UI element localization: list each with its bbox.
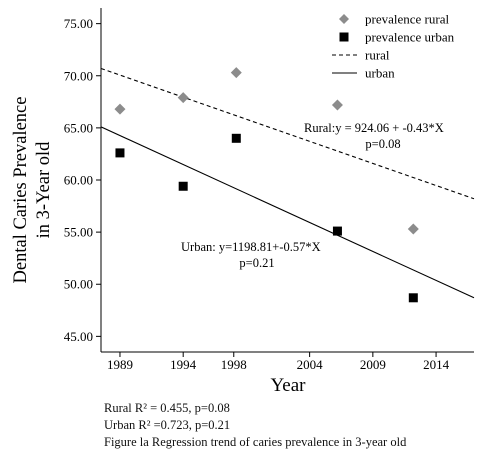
rural-regression-line (100, 67, 475, 200)
y-axis-label-line1: Dental Caries Prevalence (11, 97, 31, 284)
annotations: Rural:y = 924.06 + -0.43*X p=0.08 Urban: y… (181, 121, 444, 270)
urban-data-point (408, 293, 418, 303)
legend-marker-diamond (339, 14, 349, 24)
y-tick-label: 45.00 (64, 329, 93, 344)
y-tick-label: 60.00 (64, 173, 93, 188)
urban-regression-line (100, 126, 475, 299)
regression-equation-text: p=0.21 (239, 256, 274, 270)
rural-data-point (331, 99, 343, 111)
caption-rural-r2: Rural R² = 0.455, p=0.08 (104, 401, 230, 415)
x-tick-label: 2004 (297, 357, 324, 372)
x-tick-label: 1998 (221, 357, 247, 372)
x-tick-label: 1994 (170, 357, 197, 372)
rural-data-point (114, 103, 126, 115)
y-tick-label: 50.00 (64, 277, 93, 292)
regression-chart: 45.00 50.00 55.00 60.00 65.00 70.00 75.00 1989… (11, 8, 475, 396)
regression-lines (100, 67, 475, 299)
rural-data-point (407, 223, 419, 235)
legend-marker-square (339, 32, 349, 42)
urban-data-point (332, 226, 342, 236)
x-axis-label: Year (270, 375, 306, 396)
x-tick-label: 1989 (107, 357, 133, 372)
legend-label: prevalence urban (365, 30, 455, 45)
plot-axes (100, 8, 474, 353)
x-tick-label: 2014 (423, 357, 450, 372)
y-tick-label: 65.00 (64, 120, 93, 135)
urban-data-point (178, 181, 188, 191)
regression-equation-text: p=0.08 (365, 137, 400, 151)
data-points (114, 67, 419, 303)
rural-data-point (177, 92, 189, 104)
legend: prevalence rural prevalence urban rural urb… (332, 12, 455, 81)
x-tick-label: 2009 (360, 357, 386, 372)
legend-label: prevalence rural (365, 12, 449, 27)
regression-equation-text: Rural:y = 924.06 + -0.43*X (304, 121, 444, 135)
urban-data-point (231, 133, 241, 143)
legend-label: rural (365, 48, 390, 63)
caption-urban-r2: Urban R² =0.723, p=0.21 (104, 418, 231, 432)
urban-data-point (115, 148, 125, 158)
figure-caption: Figure la Regression trend of caries pre… (104, 435, 407, 449)
legend-label: urban (365, 66, 395, 81)
y-tick-label: 70.00 (64, 68, 93, 83)
y-tick-label: 55.00 (64, 225, 93, 240)
y-axis-label-line2: in 3-Year old (34, 141, 54, 239)
x-axis-ticks: 1989 1994 1998 2004 2009 2014 (107, 352, 450, 372)
y-axis-ticks: 45.00 50.00 55.00 60.00 65.00 70.00 75.00 (64, 16, 101, 344)
y-tick-label: 75.00 (64, 16, 93, 31)
regression-equation-text: Urban: y=1198.81+-0.57*X (181, 240, 321, 254)
rural-data-point (230, 67, 242, 79)
